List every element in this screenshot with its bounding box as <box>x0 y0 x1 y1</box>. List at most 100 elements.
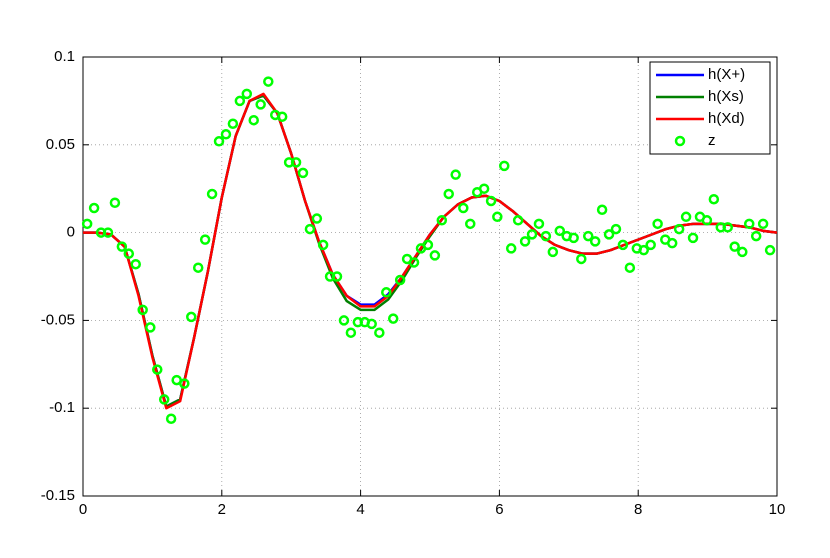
legend-label: h(Xd) <box>708 110 745 127</box>
scatter-point <box>381 287 392 298</box>
scatter-point <box>123 248 135 259</box>
scatter-point <box>519 236 531 247</box>
scatter-point <box>227 118 239 129</box>
scatter-point <box>102 227 114 238</box>
scatter-point <box>331 271 343 282</box>
scatter-point <box>213 136 225 147</box>
scatter-point <box>603 229 615 240</box>
scatter-point <box>366 318 377 330</box>
scatter-point <box>589 236 601 247</box>
scatter-point <box>436 215 448 226</box>
line-series <box>83 92 778 410</box>
scatter-point <box>234 95 246 107</box>
plot-frame <box>82 56 778 497</box>
x-tick-label: 6 <box>495 501 503 518</box>
scatter-point <box>290 157 302 168</box>
scatter-point <box>757 218 769 230</box>
scatter-point <box>652 218 663 230</box>
scatter-point <box>192 262 204 273</box>
scatter-point <box>505 243 517 254</box>
legend-marker <box>674 135 686 147</box>
scatter-point <box>186 311 197 323</box>
scatter-point <box>443 188 454 200</box>
x-tick-label: 0 <box>79 501 87 518</box>
scatter-point <box>137 304 148 316</box>
scatter-point <box>387 313 399 324</box>
scatter-point <box>499 160 510 172</box>
scatter-point <box>722 222 733 233</box>
scatter-point <box>743 218 755 230</box>
scatter-point <box>165 413 177 424</box>
scatter-point <box>610 223 622 235</box>
scatter-point <box>554 225 566 237</box>
scatter-point <box>429 250 441 261</box>
scatter-point <box>255 99 266 110</box>
scatter-point <box>645 239 656 251</box>
scatter-point <box>617 239 629 251</box>
scatter-point <box>88 202 100 214</box>
y-tick-label: -0.05 <box>41 311 75 328</box>
scatter-point <box>263 76 274 87</box>
scatter-point <box>673 223 685 235</box>
x-tick-label: 10 <box>769 501 786 518</box>
scatter-point <box>276 111 288 122</box>
scatter-point <box>248 114 259 126</box>
scatter-point <box>179 378 190 389</box>
scatter-point <box>394 274 406 286</box>
scatter-point <box>666 237 678 249</box>
scatter-point <box>422 239 434 251</box>
y-tick-label: -0.1 <box>49 399 75 416</box>
x-tick-label: 2 <box>218 501 226 518</box>
scatter-point <box>116 241 128 252</box>
x-tick-label: 8 <box>634 501 642 518</box>
scatter-point <box>199 234 211 245</box>
scatter-point <box>680 211 692 223</box>
legend-label: z <box>708 132 716 149</box>
scatter-point <box>526 229 538 240</box>
scatter-point <box>478 183 490 194</box>
y-tick-label: 0 <box>67 224 75 241</box>
scatter-point <box>338 315 350 326</box>
scatter-point <box>317 239 329 251</box>
scatter-point <box>145 322 156 333</box>
scatter-point <box>624 262 636 273</box>
scatter-point <box>485 195 497 207</box>
scatter-point <box>297 167 309 179</box>
scatter-point <box>729 241 740 252</box>
legend-box <box>649 61 771 155</box>
scatter-point <box>764 244 776 256</box>
scatter-point <box>547 246 559 258</box>
scatter-point <box>458 202 469 214</box>
scatter-point <box>492 211 503 223</box>
scatter-point <box>533 218 545 230</box>
scatter-point <box>152 364 163 375</box>
scatter-point <box>304 223 316 235</box>
scatter-point <box>408 257 420 268</box>
scatter-point <box>512 215 524 226</box>
scatter-point <box>465 218 476 230</box>
x-tick-label: 4 <box>356 501 364 518</box>
scatter-point <box>109 197 121 208</box>
scatter-point <box>582 230 594 242</box>
scatter-point <box>241 88 253 100</box>
y-tick-label: 0.05 <box>46 136 75 153</box>
legend-label: h(X+) <box>708 66 745 83</box>
scatter-point <box>596 204 608 216</box>
scatter-point <box>450 169 461 180</box>
scatter-point <box>737 246 748 258</box>
scatter-point <box>540 230 552 242</box>
y-tick-label: 0.1 <box>54 48 75 65</box>
scatter-point <box>701 215 713 226</box>
scatter-point <box>130 258 141 270</box>
scatter-point <box>687 232 699 244</box>
scatter-point <box>81 218 93 230</box>
scatter-point <box>750 230 762 242</box>
scatter-point <box>220 129 232 140</box>
scatter-point <box>374 327 385 338</box>
legend-label: h(Xs) <box>708 88 744 105</box>
scatter-point <box>708 193 720 205</box>
scatter-point <box>158 394 170 405</box>
scatter-point <box>206 188 218 200</box>
